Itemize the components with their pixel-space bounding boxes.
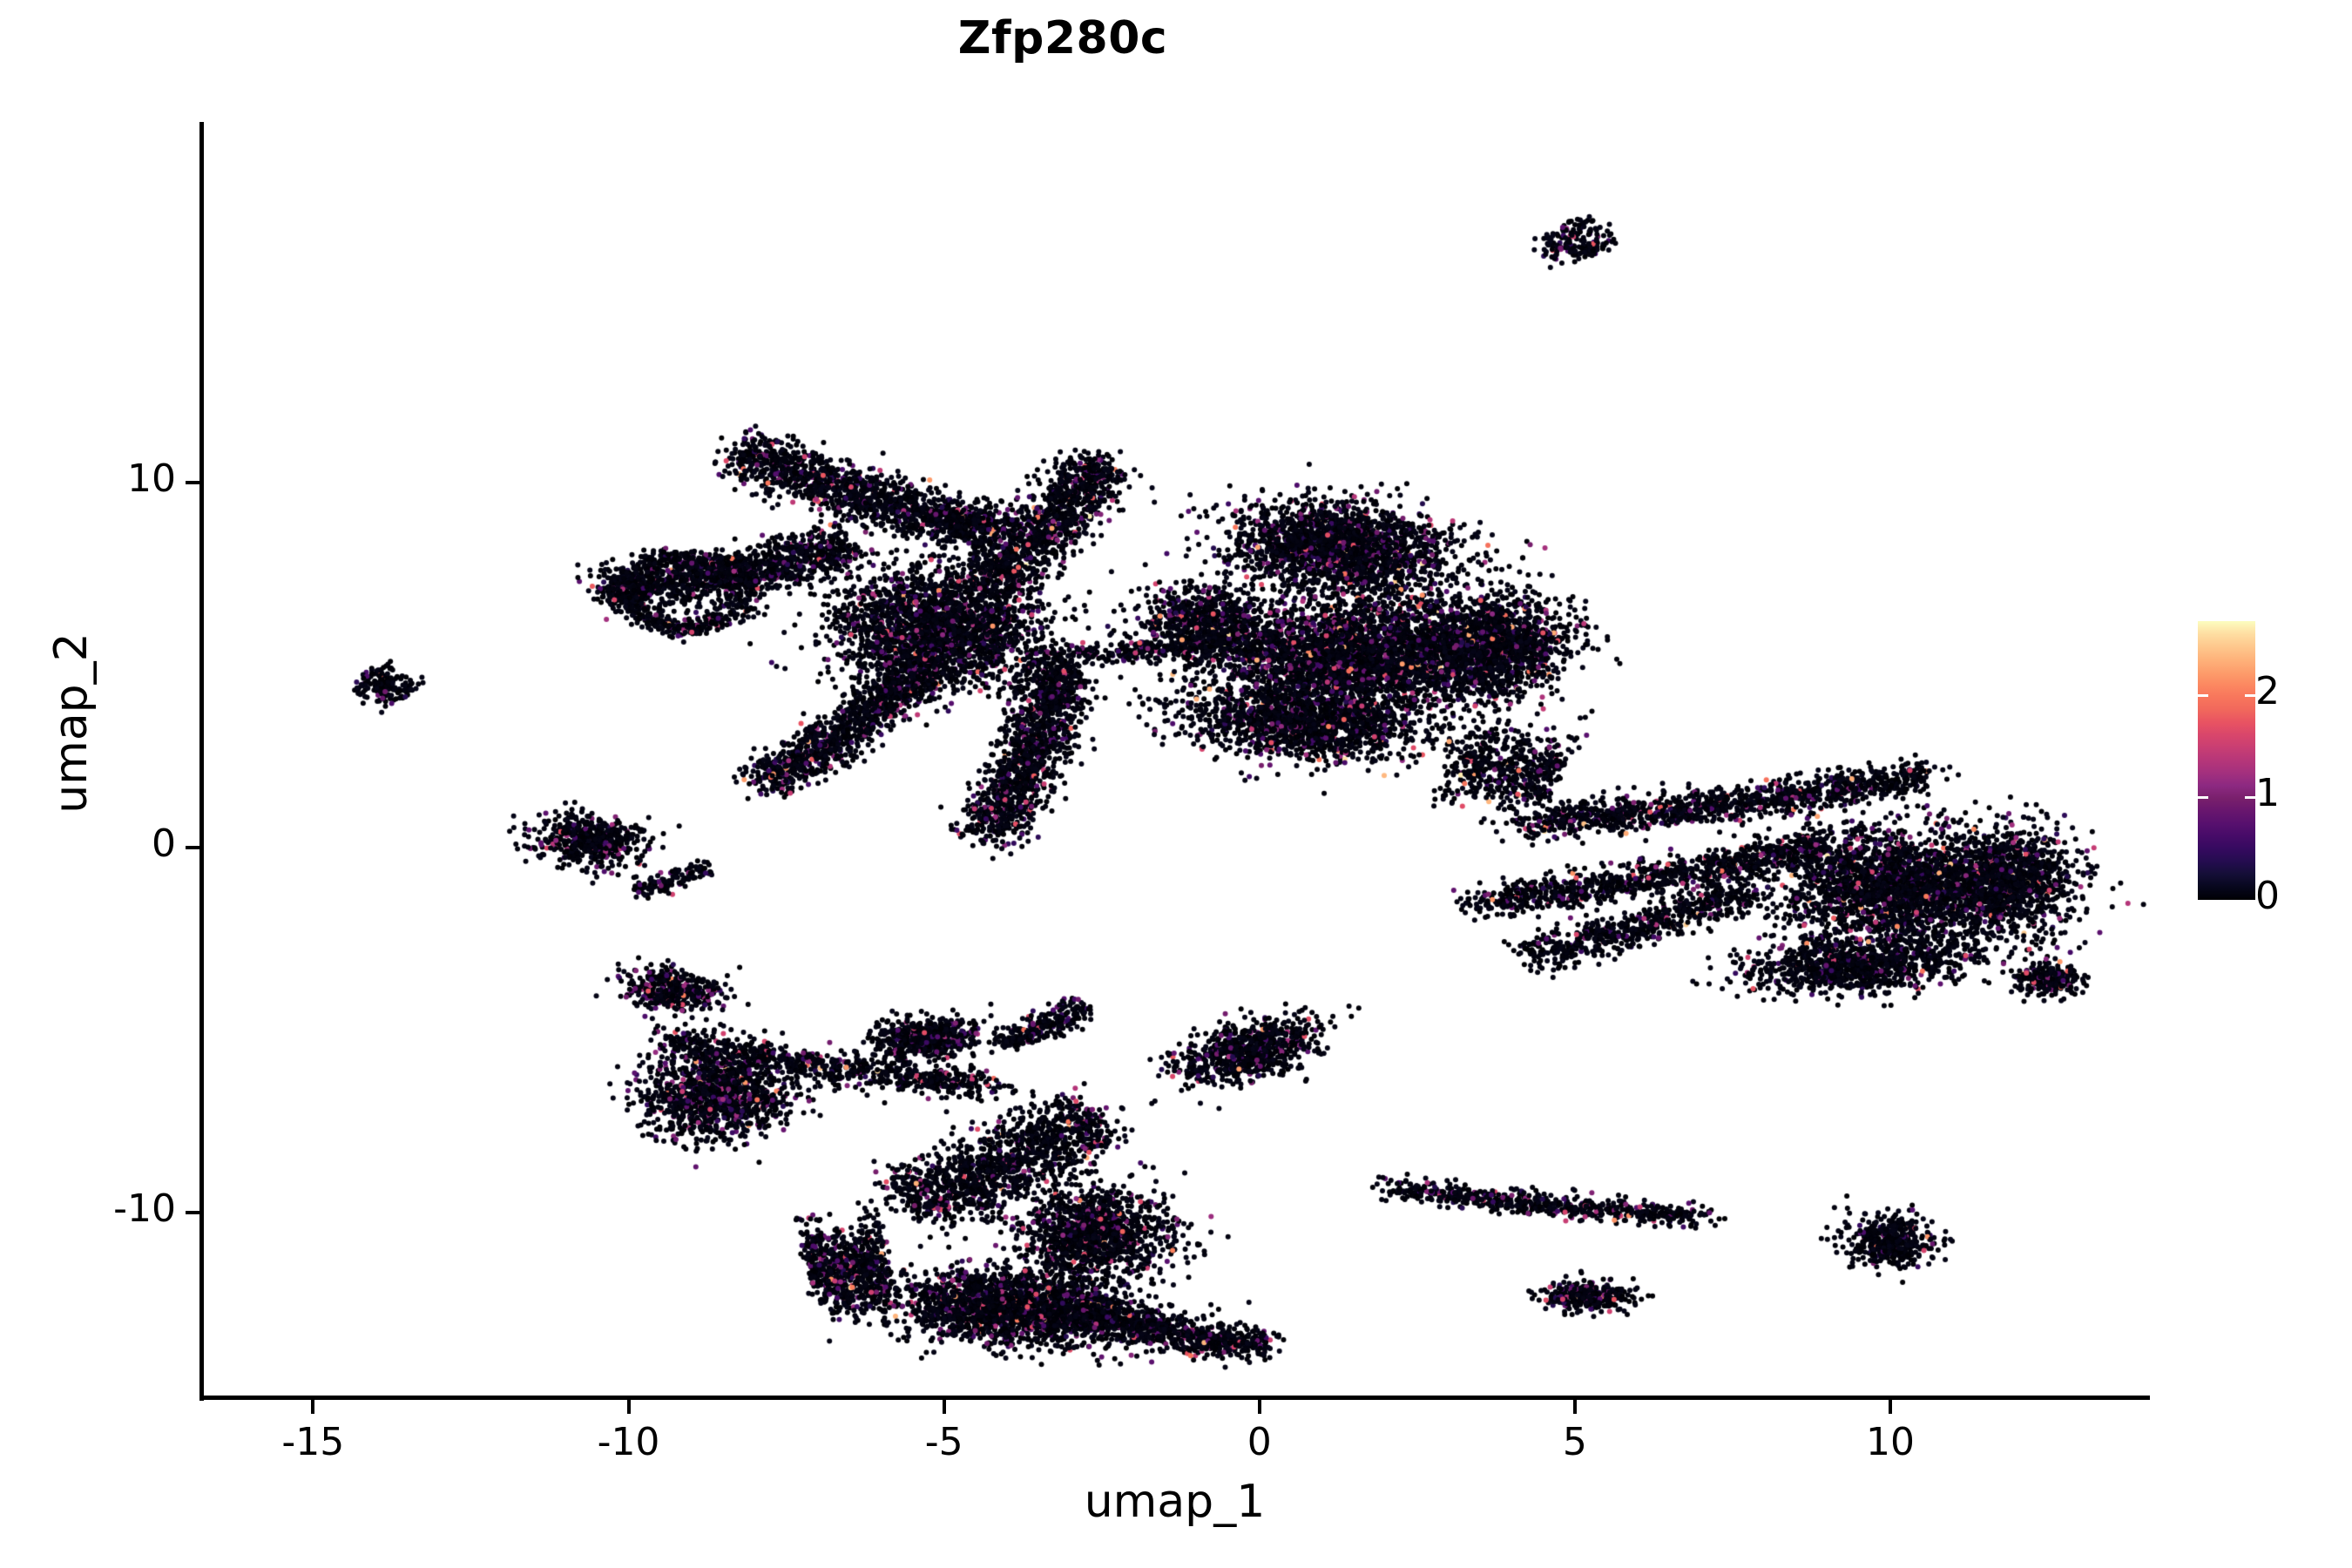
scatter-plot-canvas xyxy=(199,122,2149,1398)
x-tick-label: -15 xyxy=(281,1420,345,1464)
x-axis-label: umap_1 xyxy=(1084,1476,1266,1528)
colorbar xyxy=(2198,621,2255,900)
colorbar-gradient xyxy=(2198,621,2255,900)
x-tick-label: -5 xyxy=(924,1420,963,1464)
colorbar-tick-mark xyxy=(2245,796,2255,800)
plot-area xyxy=(199,122,2149,1398)
page-title: Zfp280c xyxy=(957,12,1168,64)
x-tick-mark xyxy=(1572,1400,1577,1414)
x-tick-mark xyxy=(1889,1400,1893,1414)
colorbar-tick-mark xyxy=(2198,796,2208,800)
x-tick-mark xyxy=(626,1400,631,1414)
colorbar-tick-mark xyxy=(2198,693,2208,697)
y-tick-label: 10 xyxy=(127,456,176,502)
y-axis-label: umap_2 xyxy=(45,632,98,814)
x-tick-mark xyxy=(942,1400,946,1414)
y-tick-mark xyxy=(186,1210,199,1214)
y-tick-mark xyxy=(186,481,199,485)
x-tick-label: -10 xyxy=(597,1420,660,1464)
y-tick-label: 0 xyxy=(152,821,176,866)
colorbar-tick-label: 2 xyxy=(2255,668,2280,713)
colorbar-tick-mark xyxy=(2245,693,2255,697)
x-axis-spine xyxy=(199,1396,2150,1400)
x-tick-label: 0 xyxy=(1247,1420,1272,1464)
y-tick-label: -10 xyxy=(113,1186,176,1231)
colorbar-tick-label: 0 xyxy=(2255,874,2280,918)
x-tick-mark xyxy=(311,1400,315,1414)
x-tick-label: 10 xyxy=(1866,1420,1916,1464)
x-tick-mark xyxy=(1257,1400,1261,1414)
x-tick-label: 5 xyxy=(1562,1420,1587,1464)
y-axis-spine xyxy=(199,122,204,1401)
y-tick-mark xyxy=(186,845,199,849)
colorbar-tick-label: 1 xyxy=(2255,771,2280,816)
